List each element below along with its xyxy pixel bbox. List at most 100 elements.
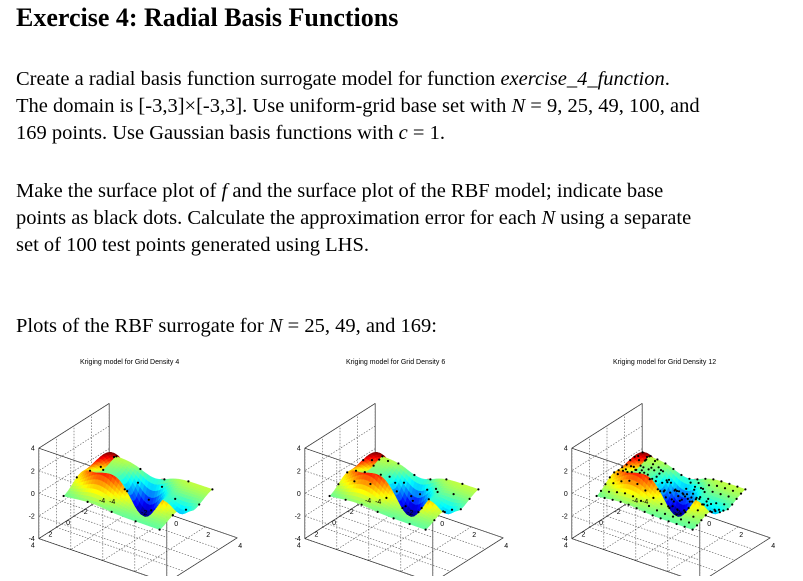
base-point [111,511,113,513]
z-tick-label: 2 [297,468,301,475]
y-tick-label: -2 [81,509,87,516]
base-point [669,492,671,494]
text: and the surface plot of the RBF model; i… [227,180,663,202]
base-point [686,493,688,495]
axis-edge [433,538,503,576]
y-tick-label: 0 [332,520,336,527]
base-point [161,486,163,488]
base-point [337,483,339,485]
base-point [649,478,651,480]
base-point [652,463,654,465]
y-tick-label: -2 [347,509,353,516]
y-tick-label: 4 [564,543,568,550]
axis-edge [305,403,375,448]
base-point [700,487,702,489]
base-point [612,499,614,501]
base-point [716,485,718,487]
base-point [150,509,152,511]
base-point [718,509,720,511]
base-point [417,511,419,513]
base-point [644,489,646,491]
base-point [631,471,633,473]
base-point [680,518,682,520]
text: set of 100 test points generated using L… [16,232,791,259]
base-point [642,451,644,453]
base-point [684,495,686,497]
base-point [429,478,431,480]
x-tick-label: 2 [472,532,476,539]
base-point [115,455,117,457]
base-point [656,476,658,478]
base-point [460,508,462,510]
base-point [645,459,647,461]
base-point [652,497,654,499]
base-point [709,510,711,512]
base-point [722,510,724,512]
base-point [410,495,412,497]
y-tick-label: 0 [66,520,70,527]
base-point [647,474,649,476]
base-point [652,514,654,516]
rbf-surface [64,452,213,529]
base-point [653,469,655,471]
base-point [712,491,714,493]
base-point [102,469,104,471]
axis-edge [572,403,642,448]
base-point [630,465,632,467]
base-point [724,487,726,489]
base-point [385,497,387,499]
base-point [421,507,423,509]
base-point [692,493,694,495]
base-point [673,500,675,502]
text: 169 points. Use Gaussian basis functions… [16,122,399,144]
base-point [655,480,657,482]
base-point [698,498,700,500]
base-point [646,456,648,458]
base-point [396,490,398,492]
base-point [397,462,399,464]
z-tick-label: -2 [562,514,568,521]
base-point [650,455,652,457]
base-point [437,491,439,493]
base-point [329,495,331,497]
base-point [361,504,363,506]
base-point [710,503,712,505]
x-tick-label: 0 [440,521,444,528]
base-point [362,459,364,461]
base-point [600,490,602,492]
base-point [657,488,659,490]
base-point [633,466,635,468]
y-tick-label: 2 [48,531,52,538]
base-point [389,476,391,478]
base-point [187,480,189,482]
base-point [692,516,694,518]
text: The domain is [-3,3]×[-3,3]. Use uniform… [16,95,511,117]
base-point [682,492,684,494]
text: . [665,68,670,90]
base-point [345,499,347,501]
grid-line [589,527,717,571]
base-point [664,462,666,464]
z-tick-label: 0 [31,491,35,498]
grid-line [607,516,735,560]
base-point [87,501,89,503]
base-point [651,478,653,480]
base-point [650,467,652,469]
base-point [684,511,686,513]
base-point [139,468,141,470]
base-point [672,505,674,507]
base-point [378,459,380,461]
base-point [451,509,453,511]
base-point [637,455,639,457]
base-point [453,493,455,495]
base-point [172,514,174,516]
var-c: c [399,122,408,144]
base-point [736,498,738,500]
base-point [135,520,137,522]
x-tick-label: -4 [375,499,381,506]
base-point [616,491,618,493]
text: Make the surface plot of [16,180,222,202]
base-point [371,459,373,461]
